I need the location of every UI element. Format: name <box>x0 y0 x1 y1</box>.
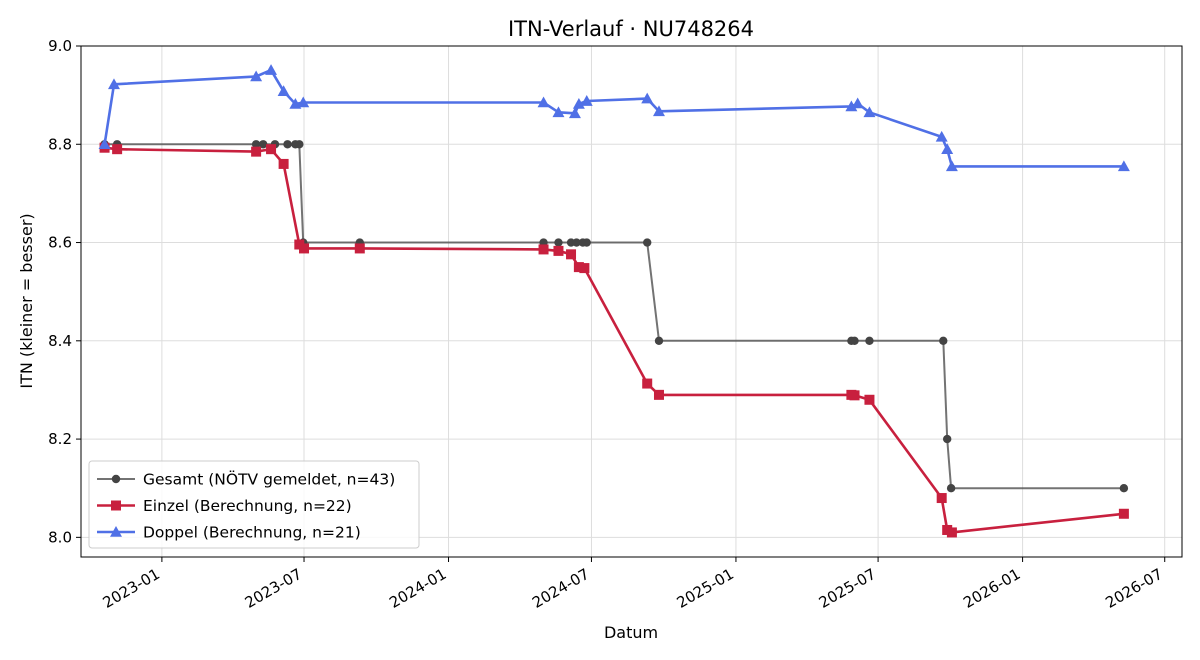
legend-box <box>88 460 420 549</box>
legend-label-gesamt: Gesamt (NÖTV gemeldet, n=43) <box>143 470 395 489</box>
y-axis-label: ITN (kleiner = besser) <box>17 213 36 388</box>
y-axis: 8.0 8.2 8.4 8.6 8.8 9.0 <box>48 37 81 546</box>
y-tick-label: 9.0 <box>48 37 72 55</box>
data-point-gesamt <box>295 140 304 149</box>
data-point-doppel <box>1117 160 1130 172</box>
data-point-doppel <box>941 143 954 154</box>
x-tick-label: 2025-07 <box>816 565 879 612</box>
data-point-doppel <box>863 106 876 118</box>
data-point-doppel <box>572 97 585 109</box>
data-point-gesamt <box>643 238 652 247</box>
data-point-einzel <box>538 244 549 255</box>
data-point-einzel <box>1118 508 1129 519</box>
data-point-doppel <box>265 64 278 75</box>
x-tick-label: 2023-01 <box>100 565 163 612</box>
y-tick-label: 8.8 <box>48 135 72 153</box>
data-point-gesamt <box>251 140 261 149</box>
data-point-doppel <box>297 96 310 108</box>
data-point-doppel <box>945 160 958 172</box>
data-point-einzel <box>251 146 262 157</box>
data-point-einzel <box>112 144 123 155</box>
data-point-einzel <box>354 243 365 254</box>
data-point-doppel <box>277 85 290 96</box>
data-point-einzel <box>299 243 310 254</box>
data-point-doppel <box>537 96 550 108</box>
data-point-doppel <box>250 70 263 82</box>
data-point-doppel <box>580 95 593 106</box>
data-point-einzel <box>936 493 947 504</box>
data-point-gesamt <box>850 336 859 346</box>
legend: Gesamt (NÖTV gemeldet, n=43) Einzel (Bere… <box>88 460 420 549</box>
data-point-einzel <box>642 378 653 389</box>
data-point-doppel <box>568 107 581 119</box>
data-point-doppel <box>653 105 665 117</box>
data-point-einzel <box>864 394 875 405</box>
legend-label-einzel: Einzel (Berechnung, n=22) <box>143 497 352 515</box>
data-point-gesamt <box>572 238 581 247</box>
chart-title: ITN-Verlauf · NU748264 <box>508 17 754 41</box>
data-point-doppel <box>641 92 654 104</box>
data-point-einzel <box>579 263 590 274</box>
data-point-einzel <box>278 158 289 169</box>
data-point-gesamt <box>939 336 948 346</box>
data-point-einzel <box>566 249 577 260</box>
series-layer <box>98 64 1130 538</box>
x-tick-label: 2026-07 <box>1102 565 1165 612</box>
data-point-gesamt <box>258 140 268 149</box>
data-point-gesamt <box>946 484 956 493</box>
data-point-doppel <box>935 130 948 142</box>
data-point-gesamt <box>942 434 952 444</box>
x-axis: 2023-01 2023-07 2024-01 2024-07 2025-01 2025-… <box>100 557 1166 612</box>
x-tick-label: 2024-07 <box>529 565 592 612</box>
x-tick-label: 2024-01 <box>386 565 449 612</box>
x-axis-label: Datum <box>604 623 658 642</box>
series-line-einzel <box>104 146 1125 534</box>
plot-frame <box>80 45 1183 558</box>
data-point-doppel <box>98 138 111 150</box>
y-tick-label: 8.6 <box>48 234 72 252</box>
y-tick-label: 8.4 <box>48 332 72 350</box>
data-point-doppel <box>851 97 864 109</box>
data-point-einzel <box>946 527 957 538</box>
data-point-doppel <box>845 100 858 112</box>
data-point-doppel <box>552 106 565 118</box>
data-point-einzel <box>573 262 584 273</box>
data-point-einzel <box>653 389 664 400</box>
y-tick-label: 8.2 <box>48 430 72 448</box>
data-point-doppel <box>108 78 120 90</box>
series-doppel <box>98 64 1130 172</box>
y-tick-label: 8.0 <box>48 528 72 546</box>
data-point-gesamt <box>554 238 563 247</box>
data-point-gesamt <box>1119 484 1129 493</box>
data-point-gesamt <box>582 238 591 247</box>
data-point-einzel <box>849 390 860 401</box>
x-tick-label: 2025-01 <box>674 565 737 612</box>
x-tick-label: 2026-01 <box>960 565 1023 612</box>
x-tick-label: 2023-07 <box>242 565 305 612</box>
data-point-gesamt <box>283 140 292 149</box>
data-point-einzel <box>553 245 564 256</box>
data-point-gesamt <box>654 336 664 346</box>
data-point-gesamt <box>865 336 874 346</box>
legend-marker-gesamt <box>111 474 121 484</box>
legend-label-doppel: Doppel (Berechnung, n=21) <box>143 524 361 542</box>
legend-marker-doppel <box>110 526 122 537</box>
legend-marker-einzel <box>111 500 121 511</box>
series-einzel <box>99 142 1129 538</box>
data-point-einzel <box>266 144 277 155</box>
series-line-gesamt <box>104 143 1124 490</box>
